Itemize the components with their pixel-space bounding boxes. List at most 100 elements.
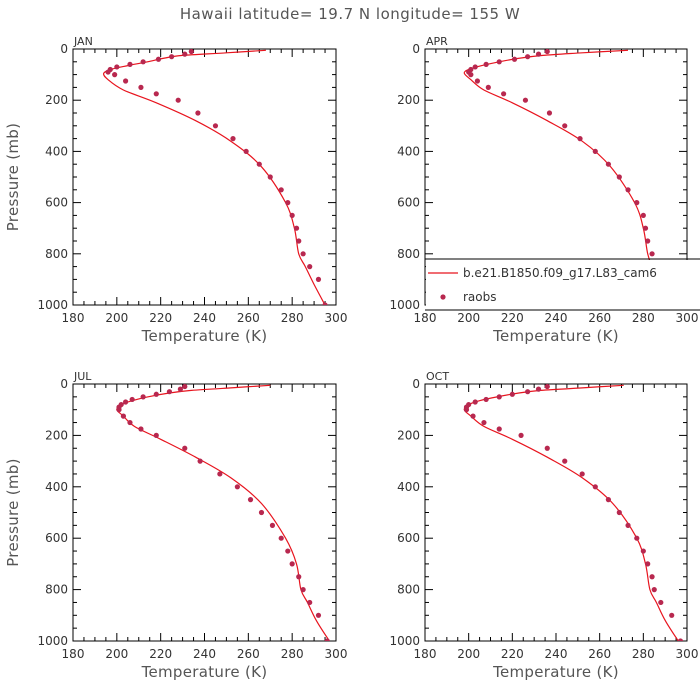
y-tick-label: 600	[45, 531, 68, 545]
x-tick-label: 200	[457, 647, 480, 661]
raobs-point	[140, 394, 146, 400]
raobs-point	[616, 174, 622, 180]
raobs-point	[278, 535, 284, 541]
raobs-point	[278, 187, 284, 193]
panel-label: OCT	[426, 370, 449, 383]
raobs-point	[562, 123, 568, 129]
plot-frame	[72, 48, 337, 306]
y-tick-label: 0	[412, 377, 420, 391]
panels: JAN 180 200 220 240 260 280 300 0 200 400 600 800 100…	[4, 35, 700, 681]
raobs-point	[544, 49, 550, 55]
raobs-point	[634, 535, 640, 541]
raobs-point	[230, 136, 236, 142]
raobs-point	[300, 251, 306, 257]
y-tick-label: 1000	[389, 634, 420, 648]
raobs-point	[625, 187, 631, 193]
y-tick-label: 400	[45, 144, 68, 158]
raobs-point	[605, 497, 612, 503]
y-tick-label: 0	[412, 42, 420, 56]
raobs-point	[247, 497, 254, 503]
panel-oct: OCT 180 200 220 240 260 280 300 0 200 400 600 800 100…	[389, 370, 698, 681]
raobs-point	[307, 599, 313, 606]
raobs-point	[658, 599, 664, 606]
x-tick-label: 180	[414, 311, 437, 325]
raobs-point	[169, 54, 175, 60]
raobs-point	[155, 56, 162, 62]
x-tick-label: 180	[62, 647, 85, 661]
y-tick-label: 1000	[389, 298, 420, 312]
model-profile-line	[463, 49, 675, 305]
raobs-point	[315, 276, 322, 282]
plot-area	[463, 384, 684, 641]
raobs-point	[525, 54, 531, 60]
raobs-point	[138, 426, 144, 432]
raobs-point	[300, 587, 306, 593]
raobs-point	[522, 97, 529, 103]
raobs-point	[112, 72, 118, 78]
y-axis-label: Pressure (mb)	[4, 458, 22, 567]
x-tick-label: 300	[676, 311, 699, 325]
x-tick-label: 220	[149, 647, 172, 661]
raobs-point	[669, 612, 675, 618]
raobs-point	[123, 78, 129, 84]
raobs-point	[501, 91, 507, 97]
x-tick-label: 240	[545, 647, 568, 661]
x-tick-label: 200	[457, 311, 480, 325]
raobs-point	[640, 212, 646, 218]
x-tick-label: 220	[501, 311, 524, 325]
raobs-point	[562, 458, 568, 464]
raobs-point	[166, 389, 173, 395]
raobs-point	[496, 59, 502, 65]
raobs-point	[463, 407, 470, 413]
raobs-point	[217, 471, 223, 477]
y-tick-label: 1000	[37, 298, 68, 312]
raobs-point	[175, 97, 181, 103]
raobs-point	[481, 419, 487, 426]
legend-entry-model: b.e21.B1850.f09_g17.L83_cam6	[463, 266, 657, 280]
raobs-point	[120, 413, 127, 419]
raobs-point	[544, 445, 550, 451]
y-axis-label: Pressure (mb)	[4, 123, 22, 232]
raobs-point	[285, 200, 291, 206]
raobs-point	[258, 509, 265, 516]
raobs-point	[324, 638, 330, 641]
y-tick-label: 1000	[37, 634, 68, 648]
y-tick-label: 200	[45, 93, 68, 107]
model-profile-line	[116, 384, 330, 641]
raobs-point	[127, 419, 133, 426]
x-tick-label: 260	[588, 647, 611, 661]
raobs-point	[605, 161, 612, 167]
raobs-point	[289, 212, 295, 218]
raobs-point	[243, 148, 249, 154]
raobs-point	[651, 587, 657, 593]
y-tick-label: 800	[397, 583, 420, 597]
raobs-point	[140, 59, 146, 65]
raobs-point	[285, 548, 291, 554]
raobs-point	[177, 386, 183, 392]
x-tick-label: 280	[632, 311, 655, 325]
x-tick-label: 280	[281, 311, 304, 325]
raobs-point	[577, 136, 583, 142]
raobs-point	[616, 509, 622, 516]
raobs-point	[649, 574, 655, 580]
raobs-point	[579, 471, 585, 477]
y-tick-label: 0	[60, 377, 68, 391]
raobs-point	[114, 64, 120, 70]
x-tick-label: 280	[632, 647, 655, 661]
y-tick-label: 200	[45, 428, 68, 442]
raobs-point	[642, 225, 649, 231]
x-tick-label: 180	[62, 311, 85, 325]
y-tick-label: 600	[45, 196, 68, 210]
raobs-point	[269, 522, 276, 528]
y-tick-label: 600	[397, 531, 420, 545]
x-tick-label: 300	[325, 311, 348, 325]
panel-label: JAN	[73, 35, 93, 48]
raobs-point	[640, 548, 646, 554]
y-tick-label: 800	[45, 583, 68, 597]
raobs-point	[256, 161, 262, 167]
panel-apr: APR 180 200 220 240 260 280 300 0 200 400 600 800 100…	[389, 35, 700, 345]
raobs-point	[511, 56, 518, 62]
raobs-point	[496, 394, 502, 400]
y-tick-label: 400	[397, 144, 420, 158]
